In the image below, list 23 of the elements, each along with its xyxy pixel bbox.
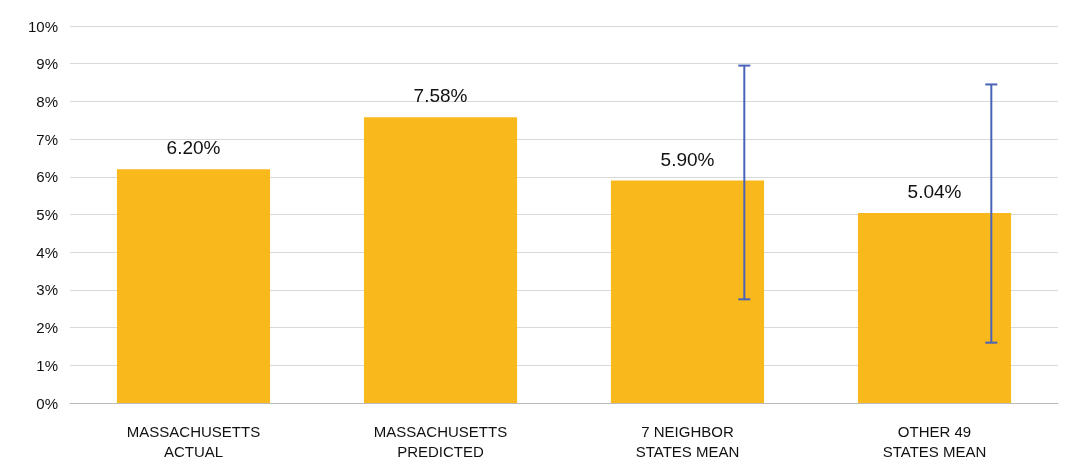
y-tick-label: 6%: [36, 168, 58, 186]
y-tick-label: 10%: [27, 17, 58, 35]
y-tick-label: 4%: [36, 243, 58, 261]
x-tick-label: MASSACHUSETTS ACTUAL: [126, 422, 261, 460]
y-tick-label: 9%: [36, 55, 58, 73]
x-tick-label: 7 NEIGHBOR STATES MEAN: [635, 422, 740, 460]
x-tick-label: OTHER 49 STATES MEAN: [882, 422, 987, 460]
bar: [363, 117, 518, 403]
bar: [116, 169, 271, 403]
data-label: 7.58%: [413, 85, 468, 107]
y-tick-label: 1%: [36, 356, 58, 374]
data-label: 5.04%: [907, 180, 962, 202]
bar: [857, 212, 1012, 403]
x-tick-label: MASSACHUSETTS PREDICTED: [373, 422, 508, 460]
data-label: 5.90%: [660, 148, 715, 170]
bar: [610, 180, 765, 403]
y-tick-label: 5%: [36, 206, 58, 223]
y-tick-label: 7%: [36, 130, 58, 148]
y-tick-label: 2%: [36, 319, 58, 337]
data-label: 6.20%: [166, 137, 221, 159]
y-tick-label: 8%: [36, 92, 58, 110]
y-tick-label: 0%: [36, 394, 58, 412]
y-tick-label: 3%: [36, 281, 58, 299]
